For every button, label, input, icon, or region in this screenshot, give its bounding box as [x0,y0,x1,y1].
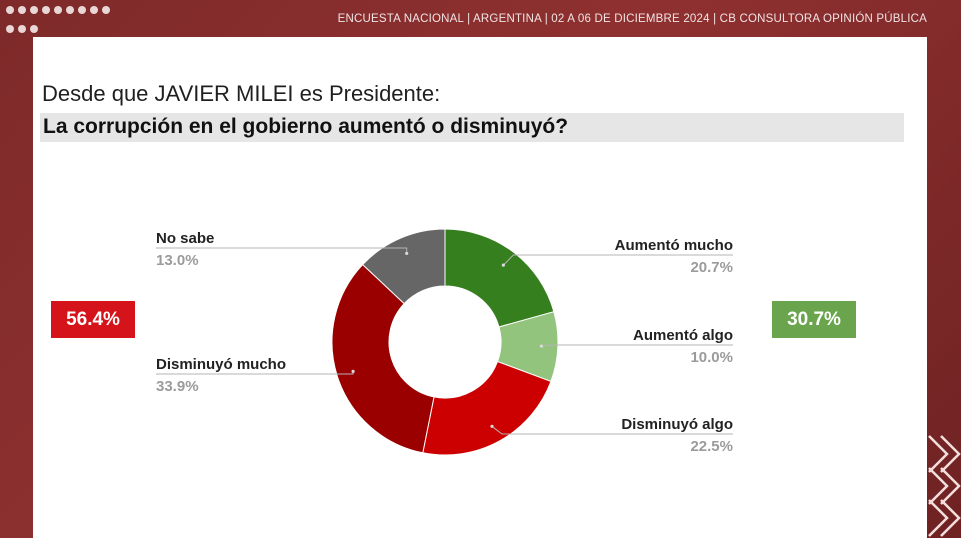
slice-disminuy-algo [422,360,552,456]
slice-label: Disminuyó algo [621,416,733,433]
slice-disminuy-mucho [331,263,435,454]
leader-dot [501,263,505,267]
leader-line [491,425,733,435]
slice-label: Aumentó mucho [615,237,733,254]
slice-label: Disminuyó mucho [156,356,286,373]
slice-aument-mucho [444,228,555,328]
chevron-decoration-icon [928,435,961,537]
slice-value: 20.7% [690,259,733,276]
survey-header: ENCUESTA NACIONAL | ARGENTINA | 02 A 06 … [337,13,927,25]
slice-value: 13.0% [156,252,199,269]
decorative-dots [6,3,116,41]
leader-dot [490,424,494,428]
leader-line [541,344,733,347]
donut-chart: Aumentó mucho 20.7% Aumentó algo 10.0% Dismi… [156,228,733,456]
leader-line [156,247,408,254]
total-disminuyo-badge: 56.4% [51,301,135,338]
leader-dot [351,369,355,373]
slice-label: Aumentó algo [633,327,733,344]
question-subtitle: Desde que JAVIER MILEI es Presidente: [42,81,441,106]
question-title-bar: La corrupción en el gobierno aumentó o d… [40,113,904,142]
leader-dot [405,251,409,256]
leader-line [503,254,733,266]
slice-value: 10.0% [690,349,733,366]
leader-dot [539,344,544,348]
total-aumento-badge: 30.7% [772,301,856,338]
slice-label: No sabe [156,230,214,247]
slice-value: 33.9% [156,378,199,395]
slide-panel: Desde que JAVIER MILEI es Presidente: La… [33,37,927,538]
slice-value: 22.5% [690,438,733,455]
question-title: La corrupción en el gobierno aumentó o d… [43,115,569,138]
